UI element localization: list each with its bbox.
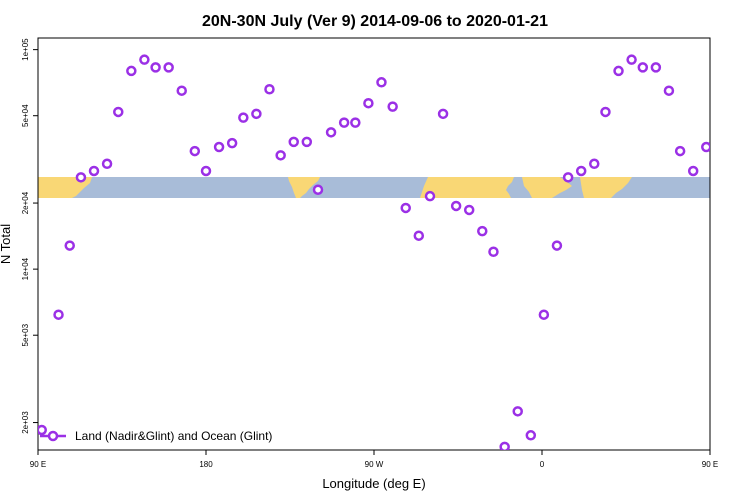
- y-tick-label: 5e+03: [21, 323, 30, 346]
- x-tick-label: 0: [540, 460, 545, 469]
- data-point: [226, 137, 238, 149]
- legend: Land (Nadir&Glint) and Ocean (Glint): [40, 429, 272, 443]
- data-point: [88, 165, 100, 177]
- data-point: [38, 424, 47, 436]
- land-arabia-india: [522, 177, 572, 198]
- data-point: [75, 172, 87, 183]
- data-point: [139, 54, 150, 65]
- y-axis: 2e+03 5e+03 1e+04 2e+04 5e+04 1e+05: [21, 38, 38, 434]
- data-point: [126, 65, 137, 77]
- y-tick-label: 2e+03: [21, 411, 30, 434]
- data-points: [38, 54, 710, 450]
- data-point: [189, 145, 201, 157]
- data-point: [525, 430, 537, 441]
- data-point: [101, 158, 113, 170]
- data-point: [387, 101, 398, 112]
- legend-marker: [47, 430, 59, 442]
- data-point: [264, 83, 275, 95]
- y-tick-label: 5e+04: [21, 104, 30, 127]
- y-axis-label: N Total: [0, 224, 13, 264]
- data-point: [176, 85, 187, 96]
- data-point: [663, 85, 675, 96]
- data-point: [338, 117, 350, 128]
- x-tick-label: 90 E: [702, 460, 718, 469]
- x-tick-label: 90 W: [365, 460, 384, 469]
- y-tick-label: 1e+04: [21, 257, 30, 280]
- data-point: [499, 441, 510, 450]
- data-point: [376, 77, 387, 88]
- data-point: [301, 136, 313, 148]
- data-point: [626, 54, 637, 65]
- data-point: [538, 309, 550, 320]
- chart-title: 20N-30N July (Ver 9) 2014-09-06 to 2020-…: [202, 13, 548, 30]
- data-point: [437, 108, 449, 120]
- x-tick-label: 180: [199, 460, 213, 469]
- land-asia-west: [38, 177, 92, 198]
- land-north-america: [288, 177, 320, 198]
- data-point: [674, 145, 686, 157]
- data-point: [113, 106, 124, 118]
- x-axis: 90 E 180 90 W 0 90 E: [30, 450, 718, 469]
- data-point: [275, 150, 286, 161]
- world-map-band: [38, 177, 710, 198]
- data-point: [424, 190, 436, 202]
- data-point: [701, 141, 710, 153]
- data-point: [450, 200, 462, 212]
- x-tick-label: 90 E: [30, 460, 46, 469]
- data-point: [512, 406, 523, 417]
- data-point: [477, 225, 488, 237]
- data-point: [637, 62, 649, 73]
- data-point: [312, 184, 324, 195]
- data-point: [600, 106, 611, 118]
- data-point: [238, 112, 249, 123]
- data-point: [251, 108, 262, 120]
- data-point: [213, 141, 225, 153]
- data-point: [562, 172, 574, 183]
- plot-frame: [37, 37, 711, 451]
- data-point: [413, 230, 425, 241]
- data-point: [551, 240, 563, 251]
- data-point: [400, 202, 411, 214]
- data-point: [363, 97, 374, 109]
- data-point: [589, 158, 600, 170]
- data-point: [288, 136, 299, 148]
- legend-label: Land (Nadir&Glint) and Ocean (Glint): [75, 429, 272, 443]
- data-point: [650, 62, 662, 73]
- land-asia-east: [580, 177, 632, 198]
- data-point: [575, 165, 587, 177]
- data-point: [350, 117, 361, 128]
- data-point: [488, 246, 499, 258]
- y-tick-label: 2e+04: [21, 191, 30, 214]
- data-point: [64, 240, 75, 251]
- data-point: [200, 165, 212, 177]
- data-point: [150, 62, 161, 73]
- data-point: [687, 165, 699, 177]
- y-tick-label: 1e+05: [21, 38, 30, 61]
- data-point: [613, 65, 624, 77]
- data-point: [463, 204, 475, 216]
- data-point: [163, 62, 174, 73]
- data-point: [325, 127, 337, 138]
- land-africa: [420, 177, 514, 198]
- data-point: [53, 309, 64, 320]
- x-axis-label: Longitude (deg E): [322, 476, 425, 491]
